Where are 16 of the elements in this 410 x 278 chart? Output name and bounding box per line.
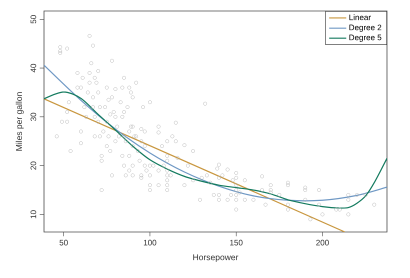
x-tick-label: 150 (230, 240, 243, 246)
legend-label: Linear (349, 14, 371, 20)
x-tick-label: 50 (60, 240, 68, 246)
x-tick-label: 200 (316, 240, 329, 246)
y-tick-label: 20 (30, 162, 36, 170)
line-series (44, 91, 387, 209)
line-series (44, 64, 387, 202)
y-tick-label: 40 (30, 64, 36, 72)
legend-label: Degree 5 (349, 34, 382, 42)
y-tick-label: 50 (30, 15, 36, 24)
y-axis-title: Miles per gallon (16, 92, 24, 151)
y-tick-label: 10 (30, 210, 36, 218)
legend-label: Degree 2 (349, 24, 382, 32)
y-tick-label: 30 (30, 112, 36, 122)
x-tick-label: 100 (144, 240, 156, 246)
x-axis-title: Horsepower (193, 254, 238, 262)
